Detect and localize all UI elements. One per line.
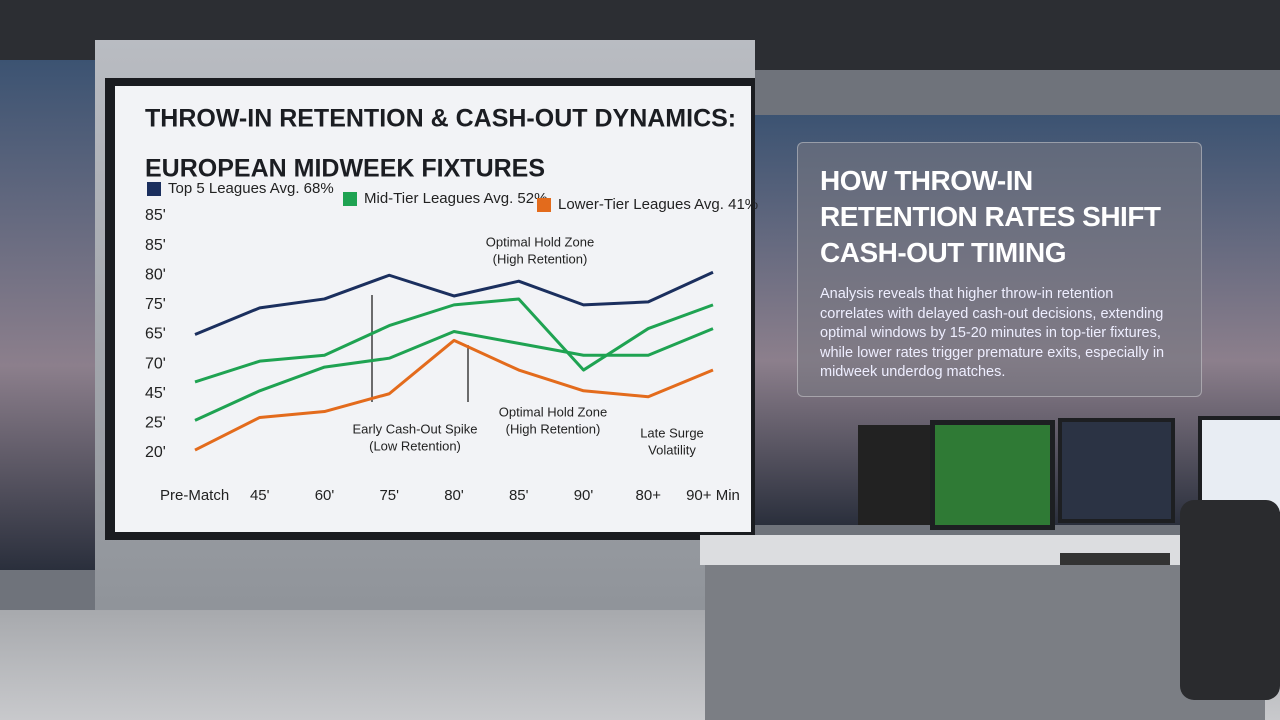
x-tick-label: 90' (574, 487, 594, 504)
info-panel: HOW THROW-IN RETENTION RATES SHIFT CASH-… (797, 142, 1202, 397)
panel-title-line: HOW THROW-IN (820, 165, 1033, 196)
annotation: (Low Retention) (369, 438, 461, 453)
window-left (0, 60, 95, 570)
y-tick-label: 45' (145, 385, 166, 402)
keyboard (1060, 553, 1170, 565)
annotation: (High Retention) (493, 251, 588, 266)
x-tick-label: 85' (509, 487, 529, 504)
y-tick-label: 70' (145, 355, 166, 372)
x-tick-label: 60' (315, 487, 335, 504)
panel-title-line: RETENTION RATES SHIFT (820, 201, 1161, 232)
panel-body: Analysis reveals that higher throw-in re… (820, 286, 1165, 380)
y-tick-label: 75' (145, 296, 166, 313)
x-tick-label: 90+ Min (686, 487, 740, 504)
monitor-screen (1062, 422, 1171, 519)
y-tick-label: 25' (145, 415, 166, 432)
annotation: Optimal Hold Zone (486, 234, 594, 249)
x-tick-label: Pre-Match (160, 487, 229, 504)
annotation: (High Retention) (506, 421, 601, 436)
chair (1180, 500, 1280, 700)
annotation: Late Surge (640, 425, 704, 440)
monitor (858, 425, 933, 525)
panel-title: HOW THROW-IN RETENTION RATES SHIFT CASH-… (820, 163, 1179, 271)
x-tick-label: 80+ (636, 487, 662, 504)
screen (115, 86, 751, 532)
monitor-screen (935, 425, 1050, 525)
x-tick-label: 80' (444, 487, 464, 504)
legend-label: Mid-Tier Leagues Avg. 52% (364, 190, 547, 207)
chart-subtitle: EUROPEAN MIDWEEK FIXTURES (145, 155, 545, 183)
x-tick-label: 45' (250, 487, 270, 504)
y-tick-label: 65' (145, 326, 166, 343)
annotation: Optimal Hold Zone (499, 404, 607, 419)
series-line (194, 297, 714, 384)
y-tick-label: 80' (145, 266, 166, 283)
x-tick-label: 75' (379, 487, 399, 504)
annotation: Early Cash-Out Spike (353, 421, 478, 436)
chart-title: THROW-IN RETENTION & CASH-OUT DYNAMICS: (145, 105, 736, 133)
legend-swatch (343, 192, 357, 206)
monitor-screen (1202, 420, 1280, 512)
desk-front (705, 565, 1265, 720)
legend-swatch (147, 182, 161, 196)
annotation: Volatility (648, 442, 696, 457)
legend-swatch (537, 198, 551, 212)
y-tick-label: 85' (145, 207, 166, 224)
panel-title-line: CASH-OUT TIMING (820, 237, 1067, 268)
series-line (194, 270, 714, 336)
y-tick-label: 85' (145, 237, 166, 254)
series-line (194, 338, 714, 452)
series-line (194, 327, 714, 422)
y-tick-label: 20' (145, 444, 166, 461)
legend-label: Top 5 Leagues Avg. 68% (168, 180, 334, 197)
legend-label: Lower-Tier Leagues Avg. 41% (558, 196, 758, 213)
